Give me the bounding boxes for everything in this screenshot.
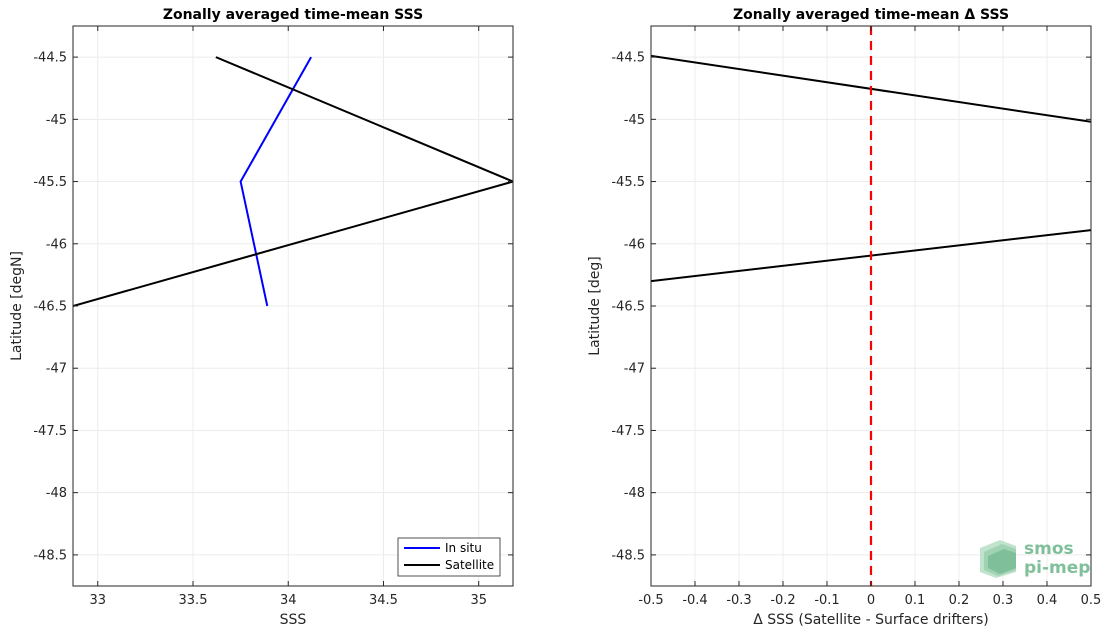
smos-pi-mep-logo: smos pi-mep — [980, 539, 1090, 578]
legend-label-in-situ: In situ — [445, 541, 482, 555]
right-ticks: -0.5 -0.4 -0.3 -0.2 -0.1 0 0.1 0.2 0.3 0.4 0.5 -44.… — [611, 26, 1101, 608]
y-tick-label: -47.5 — [611, 424, 645, 439]
y-tick-label: -45.5 — [33, 175, 67, 190]
legend-label-satellite: Satellite — [445, 558, 494, 572]
y-tick-label: -46.5 — [611, 300, 645, 315]
x-tick-label: -0.1 — [814, 593, 839, 608]
satellite-line — [73, 56, 513, 307]
y-tick-label: -45 — [624, 113, 645, 128]
x-tick-label: -0.4 — [682, 593, 707, 608]
left-chart-panel: 33 33.5 34 34.5 35 -44.5 -45 -45.5 -46 -46.5 -47 -4… — [9, 7, 514, 628]
y-tick-label: -48 — [46, 486, 67, 501]
y-tick-label: -44.5 — [611, 51, 645, 66]
x-tick-label: 0.2 — [949, 593, 970, 608]
x-tick-label: 34 — [280, 593, 297, 608]
x-tick-label: 0.1 — [905, 593, 926, 608]
y-tick-label: -45 — [46, 113, 67, 128]
legend: In situ Satellite — [397, 537, 501, 577]
x-tick-label: 0 — [867, 593, 875, 608]
y-tick-label: -46.5 — [33, 300, 67, 315]
y-tick-label: -47 — [624, 362, 645, 377]
logo-text-pi-mep: pi-mep — [1024, 558, 1090, 578]
x-tick-label: -0.5 — [638, 593, 663, 608]
left-chart-title: Zonally averaged time-mean SSS — [163, 7, 423, 23]
left-x-axis-label: SSS — [280, 612, 307, 628]
y-tick-label: -44.5 — [33, 51, 67, 66]
legend-box — [397, 537, 501, 577]
x-tick-label: -0.2 — [770, 593, 795, 608]
x-tick-label: 0.3 — [993, 593, 1014, 608]
x-tick-label: 0.4 — [1037, 593, 1058, 608]
x-tick-label: 33.5 — [179, 593, 208, 608]
logo-text-smos: smos — [1024, 539, 1074, 559]
x-tick-label: 34.5 — [369, 593, 398, 608]
y-tick-label: -47 — [46, 362, 67, 377]
in-situ-line — [239, 56, 312, 307]
x-tick-label: 35 — [470, 593, 487, 608]
y-tick-label: -45.5 — [611, 175, 645, 190]
y-tick-label: -48.5 — [33, 548, 67, 563]
right-y-axis-label: Latitude [deg] — [587, 256, 603, 355]
x-tick-label: 33 — [89, 593, 106, 608]
left-y-axis-label: Latitude [degN] — [9, 251, 25, 361]
x-tick-label: 0.5 — [1081, 593, 1102, 608]
left-gridlines — [73, 26, 513, 586]
y-tick-label: -46 — [624, 237, 645, 252]
y-tick-label: -46 — [46, 237, 67, 252]
left-ticks: 33 33.5 34 34.5 35 -44.5 -45 -45.5 -46 -46.5 -47 -4… — [33, 26, 513, 608]
logo-mark-icon — [980, 540, 1016, 578]
right-chart-title: Zonally averaged time-mean Δ SSS — [733, 7, 1009, 23]
y-tick-label: -48.5 — [611, 548, 645, 563]
right-x-axis-label: Δ SSS (Satellite - Surface drifters) — [753, 612, 989, 628]
right-data-lines — [651, 26, 1091, 586]
y-tick-label: -47.5 — [33, 424, 67, 439]
right-chart-panel: -0.5 -0.4 -0.3 -0.2 -0.1 0 0.1 0.2 0.3 0.4 0.5 -44.… — [587, 7, 1101, 628]
y-tick-label: -48 — [624, 486, 645, 501]
x-tick-label: -0.3 — [726, 593, 751, 608]
left-data-lines — [73, 56, 513, 307]
